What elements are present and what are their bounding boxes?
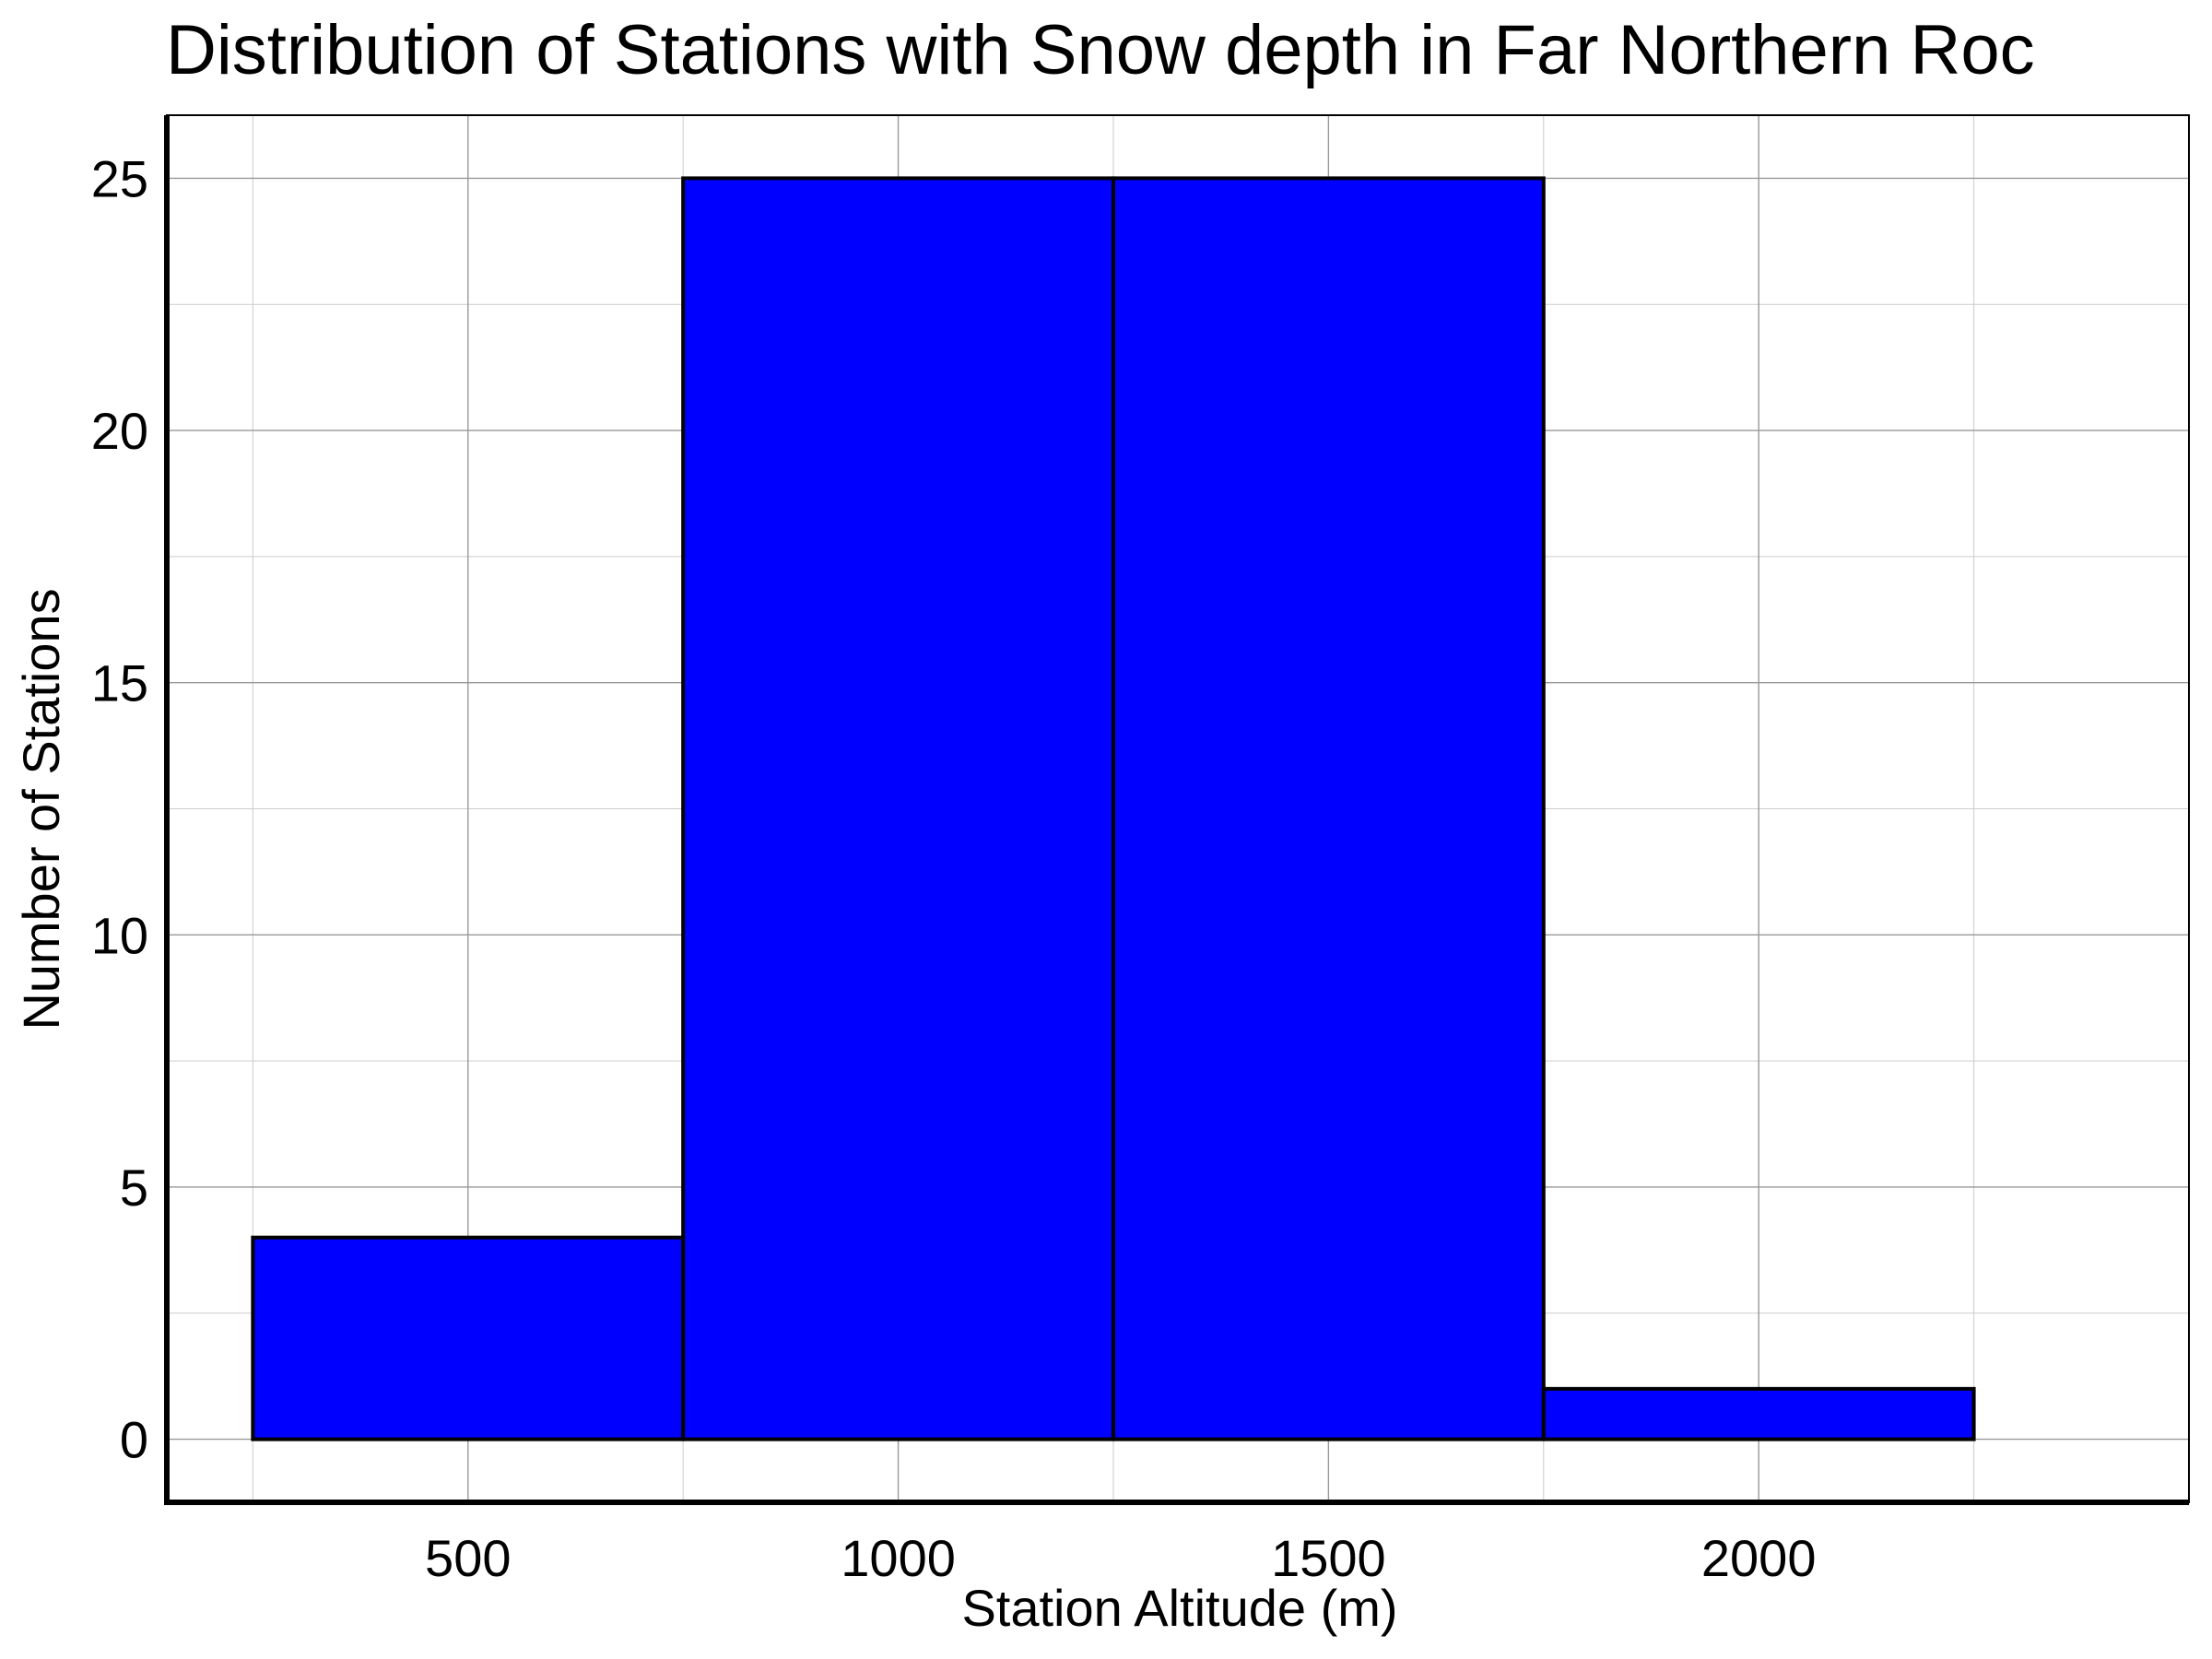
x-tick-label: 1000 [841,1529,956,1587]
x-tick-label: 500 [425,1529,511,1587]
chart-title: Distribution of Stations with Snow depth… [166,11,2035,89]
histogram-bar [251,1235,686,1441]
x-axis-ticks: 500 1000 1500 2000 [425,1529,1816,1587]
y-tick-label: 0 [120,1411,148,1469]
histogram-bars [251,176,1976,1441]
y-axis-label: Number of Stations [12,588,70,1030]
plot-frame [164,114,2190,1505]
y-tick-label: 25 [91,149,148,207]
y-tick-label: 5 [120,1159,148,1217]
x-axis-label: Station Altitude (m) [961,1579,1397,1637]
y-axis-ticks: 0 5 10 15 20 25 [91,149,148,1468]
x-tick-label: 1500 [1271,1529,1386,1587]
y-tick-label: 15 [91,654,148,712]
histogram-bar [1541,1386,1976,1441]
y-tick-label: 10 [91,906,148,964]
x-tick-label: 2000 [1701,1529,1817,1587]
y-tick-label: 20 [91,402,148,460]
histogram-bar [1111,176,1546,1441]
histogram-bar [681,176,1115,1441]
